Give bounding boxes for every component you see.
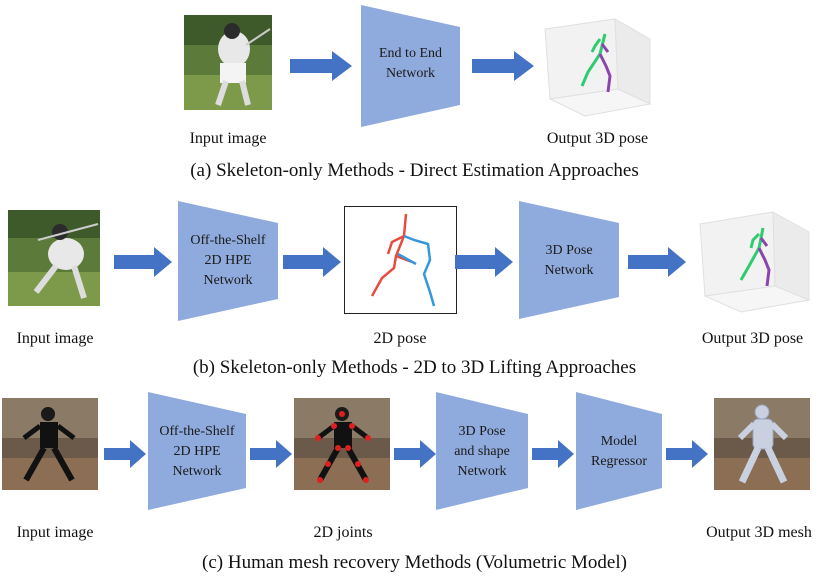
output-3d-mesh-label: Output 3D mesh: [706, 524, 812, 541]
pose-limb-blue: [397, 252, 417, 266]
pose-limb-purple: [757, 247, 771, 287]
arrow-c5: [666, 440, 708, 468]
pose-limb-red: [386, 234, 405, 255]
2d-joints-label: 2D joints: [313, 524, 373, 541]
model-regressor-block: [576, 392, 662, 510]
2d-pose-box: [344, 206, 457, 314]
output-3d-pose-plot-a: [544, 18, 652, 117]
pose-limb-red: [370, 213, 408, 297]
input-image-c: [2, 398, 98, 490]
pose-limb-purple: [600, 43, 610, 53]
arrow-b2: [283, 247, 341, 277]
joint-marker: [325, 461, 331, 467]
joint-marker: [365, 435, 371, 441]
hpe-network-block-c: [148, 392, 246, 510]
input-image-label-c: Input image: [16, 524, 94, 541]
output-3d-pose-plot-b: [699, 211, 811, 313]
joint-marker: [331, 423, 337, 429]
arrow-c3: [394, 440, 436, 468]
pose-limb-green: [590, 38, 602, 53]
arrow-b1: [114, 247, 172, 277]
joint-marker: [349, 423, 355, 429]
arrow-a1: [290, 51, 352, 81]
input-image-label-b: Input image: [16, 330, 94, 347]
arrow-c1: [104, 440, 146, 468]
3d-pose-network-label: 3D Pose Network: [544, 243, 594, 278]
3d-pose-network-block: [519, 201, 619, 319]
arrow-b4: [628, 247, 686, 277]
joint-marker: [355, 461, 361, 467]
input-image-label-a: Input image: [189, 130, 267, 147]
joint-marker: [339, 411, 345, 417]
hpe-network-block-b: [178, 201, 278, 321]
3d-pose-shape-network-label: 3D Pose and shape Network: [454, 424, 510, 479]
joint-marker: [335, 445, 341, 451]
joint-marker: [317, 477, 323, 483]
pose-limb-blue: [403, 234, 436, 307]
arrow-c4: [532, 440, 574, 468]
hpe-network-label-b: Off-the-Shelf 2D HPE Network: [190, 233, 266, 288]
joint-marker: [345, 445, 351, 451]
joint-marker: [363, 477, 369, 483]
pose-limb-purple: [598, 53, 612, 93]
pose-limb-purple: [759, 237, 769, 247]
arrow-b3: [455, 247, 513, 277]
joint-marker: [315, 435, 321, 441]
output-3d-pose-label-b: Output 3D pose: [701, 330, 804, 347]
2d-joints-image: [294, 398, 390, 490]
pose-limb-green: [749, 232, 761, 249]
output-3d-pose-label-a: Output 3D pose: [546, 130, 649, 147]
3d-pose-shape-network-block: [436, 392, 528, 510]
input-image-a: [184, 15, 272, 110]
arrow-c2: [250, 440, 292, 468]
model-regressor-label: Model Regressor: [591, 434, 647, 469]
caption-b: (b) Skeleton-only Methods - 2D to 3D Lif…: [192, 357, 637, 378]
2d-pose-label: 2D pose: [373, 330, 427, 347]
pose-limb-green: [739, 227, 765, 281]
end-to-end-network-label: End to End Network: [379, 46, 442, 81]
input-image-b: [8, 210, 100, 306]
caption-a: (a) Skeleton-only Methods - Direct Estim…: [190, 160, 639, 181]
arrow-a2: [472, 51, 534, 81]
hpe-network-label-c: Off-the-Shelf 2D HPE Network: [159, 424, 235, 479]
output-3d-mesh-image: [714, 398, 810, 490]
end-to-end-network-block: [361, 5, 460, 127]
caption-c: (c) Human mesh recovery Methods (Volumet…: [202, 552, 627, 573]
